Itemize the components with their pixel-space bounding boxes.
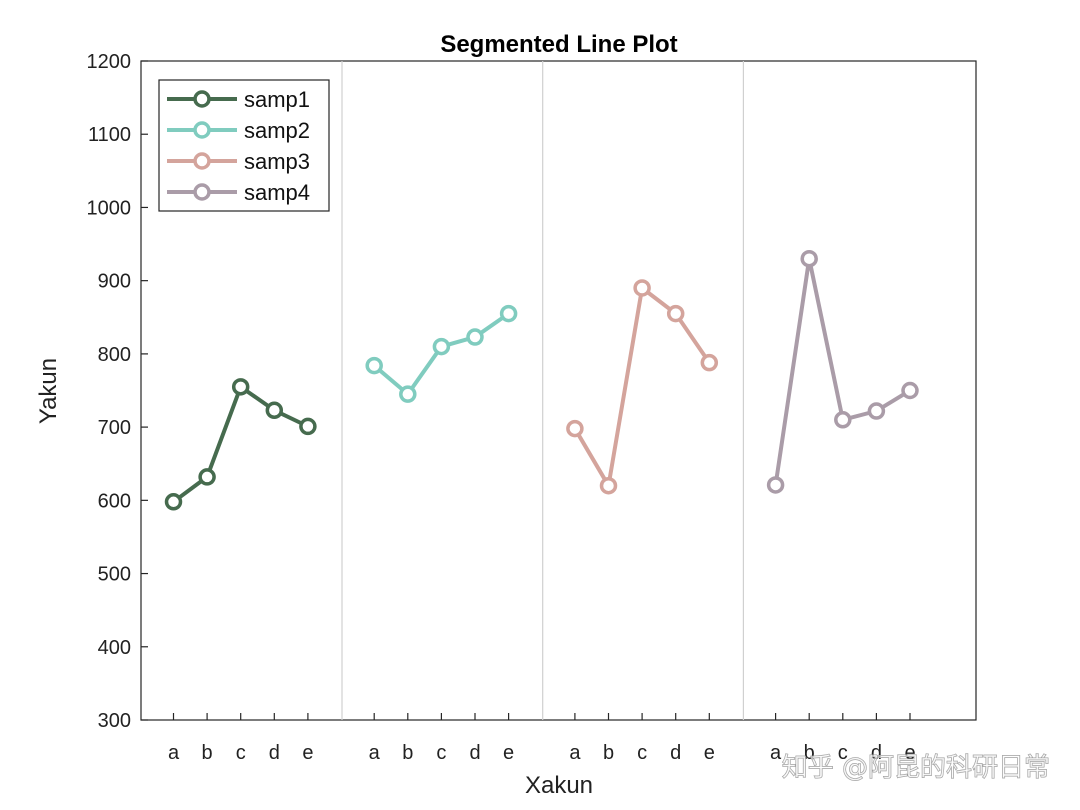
data-point [633, 279, 651, 297]
x-tick-label: e [503, 742, 514, 764]
y-tick-label: 700 [98, 417, 131, 439]
legend-item: samp2 [167, 118, 310, 143]
data-point [834, 411, 852, 429]
data-point [867, 402, 886, 420]
data-point [198, 468, 216, 486]
x-tick-label: a [168, 742, 180, 764]
x-tick-label: b [603, 742, 614, 764]
data-point [566, 419, 584, 438]
legend-item: samp4 [167, 180, 310, 205]
plot-frame [140, 60, 977, 721]
series-samp2 [365, 304, 518, 403]
x-tick-label: d [670, 742, 681, 764]
legend-marker [193, 90, 211, 108]
series-line [172, 384, 309, 504]
x-tick-label: b [202, 742, 213, 764]
data-point [666, 304, 685, 323]
x-tick-label: e [704, 742, 715, 764]
x-tick-label: c [236, 742, 246, 764]
chart-title: Segmented Line Plot [440, 31, 677, 58]
legend: samp1 samp2 samp3 samp4 [158, 79, 330, 212]
series-samp4 [766, 249, 919, 494]
data-point [700, 353, 719, 372]
x-tick-label: e [904, 742, 915, 764]
x-tick-label: e [302, 742, 313, 764]
series-samp1 [164, 378, 317, 511]
x-tick-label: b [804, 742, 815, 764]
data-point [231, 378, 250, 396]
y-tick-label: 400 [98, 637, 131, 659]
data-point [466, 328, 484, 346]
data-point [299, 417, 317, 436]
y-tick-label: 500 [98, 564, 131, 586]
series-line [573, 285, 711, 488]
data-point [901, 381, 919, 400]
data-point [164, 493, 183, 511]
x-tick-label: a [569, 742, 581, 764]
data-point [800, 249, 818, 268]
legend-item: samp1 [167, 87, 310, 112]
y-tick-label: 900 [98, 271, 131, 293]
y-tick-label: 1000 [87, 197, 132, 219]
y-tick-label: 1200 [87, 51, 132, 73]
data-point [365, 356, 383, 375]
data-point [265, 401, 284, 420]
legend-label: samp4 [244, 180, 310, 205]
x-tick-label: a [770, 742, 782, 764]
legend-label: samp3 [244, 149, 310, 174]
y-tick-label: 1100 [88, 124, 131, 146]
data-point [599, 476, 618, 495]
y-axis-label: Yakun [35, 358, 62, 424]
series-line [773, 256, 912, 486]
x-tick-label: d [269, 742, 280, 764]
x-tick-label: c [838, 742, 848, 764]
data-point [499, 304, 518, 323]
data-point [766, 476, 785, 494]
x-axis-label: Xakun [525, 772, 593, 799]
x-tick-label: b [402, 742, 413, 764]
x-tick-label: c [637, 742, 647, 764]
legend-item: samp3 [167, 149, 310, 174]
series-samp3 [566, 279, 719, 495]
x-tick-label: a [369, 742, 381, 764]
y-tick-label: 800 [98, 344, 131, 366]
legend-marker [193, 183, 211, 201]
y-tick-label: 300 [98, 710, 131, 732]
legend-marker [193, 121, 211, 139]
x-tick-label: c [436, 742, 446, 764]
legend-label: samp2 [244, 118, 310, 143]
legend-marker [193, 152, 211, 170]
x-tick-label: d [871, 742, 882, 764]
y-tick-label: 600 [98, 490, 131, 512]
watermark: 知乎 @阿昆的科研日常 [782, 753, 1050, 783]
data-point [399, 385, 417, 403]
legend-box [158, 79, 330, 212]
x-tick-label: d [469, 742, 480, 764]
legend-label: samp1 [244, 87, 310, 112]
data-point [432, 337, 451, 356]
